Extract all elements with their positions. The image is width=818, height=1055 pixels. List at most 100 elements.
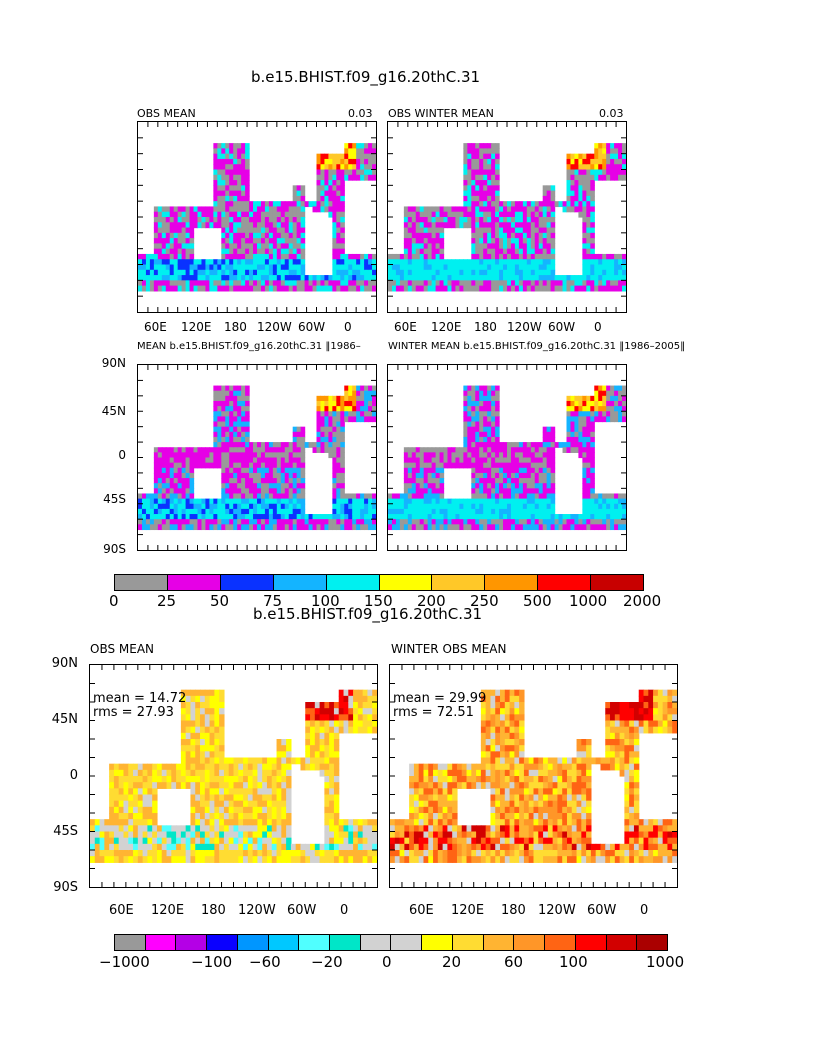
- map-cell: [340, 269, 345, 276]
- map-cell: [598, 259, 603, 266]
- map-cell: [403, 452, 409, 459]
- map-cell: [201, 280, 207, 287]
- map-cell: [471, 269, 476, 276]
- map-cell: [165, 264, 171, 271]
- map-cell: [471, 467, 476, 474]
- map-cell: [292, 275, 298, 281]
- map-cell: [336, 253, 341, 260]
- map-cell: [582, 467, 587, 474]
- map-cell: [586, 524, 591, 531]
- map-cell: [280, 514, 286, 520]
- map-cell: [286, 782, 292, 789]
- map-cell: [249, 232, 254, 239]
- map-cell: [320, 416, 326, 423]
- map-cell: [280, 280, 286, 287]
- map-cell: [286, 751, 292, 759]
- map-cell: [364, 519, 369, 525]
- map-cell: [332, 452, 337, 459]
- map-cell: [205, 514, 210, 520]
- map-cell: [622, 493, 626, 500]
- map-cell: [487, 478, 492, 484]
- map-cell: [147, 782, 153, 789]
- map-cell: [153, 514, 159, 520]
- map-cell: [510, 472, 516, 479]
- map-cell: [217, 211, 222, 218]
- map-cell: [487, 238, 492, 244]
- map-cell: [459, 269, 464, 276]
- map-cell: [257, 825, 263, 833]
- map-cell: [147, 776, 153, 783]
- map-cell: [582, 488, 587, 495]
- map-cell: [618, 524, 623, 531]
- map-cell: [195, 732, 201, 740]
- map-cell: [542, 227, 548, 234]
- map-cell: [507, 253, 512, 260]
- map-cell: [153, 478, 159, 484]
- map-cell: [237, 406, 242, 412]
- map-cell: [582, 180, 587, 186]
- map-cell: [177, 452, 183, 459]
- map-cell: [427, 280, 433, 287]
- map-cell: [257, 457, 262, 464]
- map-cell: [268, 217, 274, 223]
- map-cell: [141, 498, 147, 505]
- map-cell: [499, 478, 504, 484]
- map-cell: [483, 195, 488, 202]
- map-cell: [447, 503, 453, 510]
- map-cell: [340, 211, 345, 218]
- map-cell: [407, 243, 413, 250]
- map-cell: [352, 253, 357, 260]
- ytick-label: 90S: [103, 542, 126, 556]
- map-cell: [360, 385, 365, 392]
- map-cell: [181, 275, 187, 281]
- map-cell: [598, 285, 603, 292]
- map-cell: [241, 519, 246, 525]
- map-cell: [586, 201, 591, 208]
- map-cell: [237, 462, 242, 469]
- map-cell: [180, 837, 187, 845]
- map-cell: [153, 253, 159, 260]
- map-cell: [219, 720, 225, 728]
- map-cell: [550, 264, 556, 271]
- map-cell: [455, 462, 460, 469]
- map-cell: [204, 757, 211, 765]
- map-cell: [268, 462, 274, 469]
- map-cell: [138, 508, 143, 515]
- map-cell: [475, 416, 480, 423]
- map-cell: [566, 275, 572, 281]
- map-cell: [550, 275, 556, 281]
- map-cell: [336, 259, 341, 266]
- map-cell: [152, 856, 158, 863]
- map-cell: [241, 195, 246, 202]
- map-cell: [546, 248, 552, 255]
- map-cell: [336, 269, 341, 276]
- map-cell: [487, 243, 492, 250]
- map-cell: [368, 514, 373, 520]
- map-cell: [257, 227, 262, 234]
- map-cell: [514, 462, 520, 469]
- map-cell: [344, 169, 349, 176]
- panel6-left-title: WINTER OBS MEAN: [391, 642, 507, 656]
- map-cell: [491, 421, 496, 428]
- map-cell: [368, 411, 373, 417]
- map-cell: [459, 519, 464, 525]
- map-cell: [431, 472, 437, 479]
- map-cell: [479, 426, 484, 433]
- map-cell: [578, 426, 583, 433]
- map-cell: [590, 524, 595, 531]
- map-cell: [590, 185, 595, 192]
- map-cell: [574, 180, 579, 186]
- map-cell: [423, 253, 429, 260]
- map-cell: [415, 514, 421, 520]
- map-cell: [141, 514, 147, 520]
- map-cell: [221, 503, 226, 510]
- map-cell: [204, 800, 211, 808]
- map-cell: [586, 206, 591, 213]
- map-cell: [586, 503, 591, 510]
- map-cell: [214, 732, 220, 740]
- map-cell: [336, 248, 341, 255]
- map-cell: [328, 280, 333, 287]
- map-cell: [360, 148, 365, 155]
- map-cell: [328, 421, 333, 428]
- map-cell: [268, 514, 274, 520]
